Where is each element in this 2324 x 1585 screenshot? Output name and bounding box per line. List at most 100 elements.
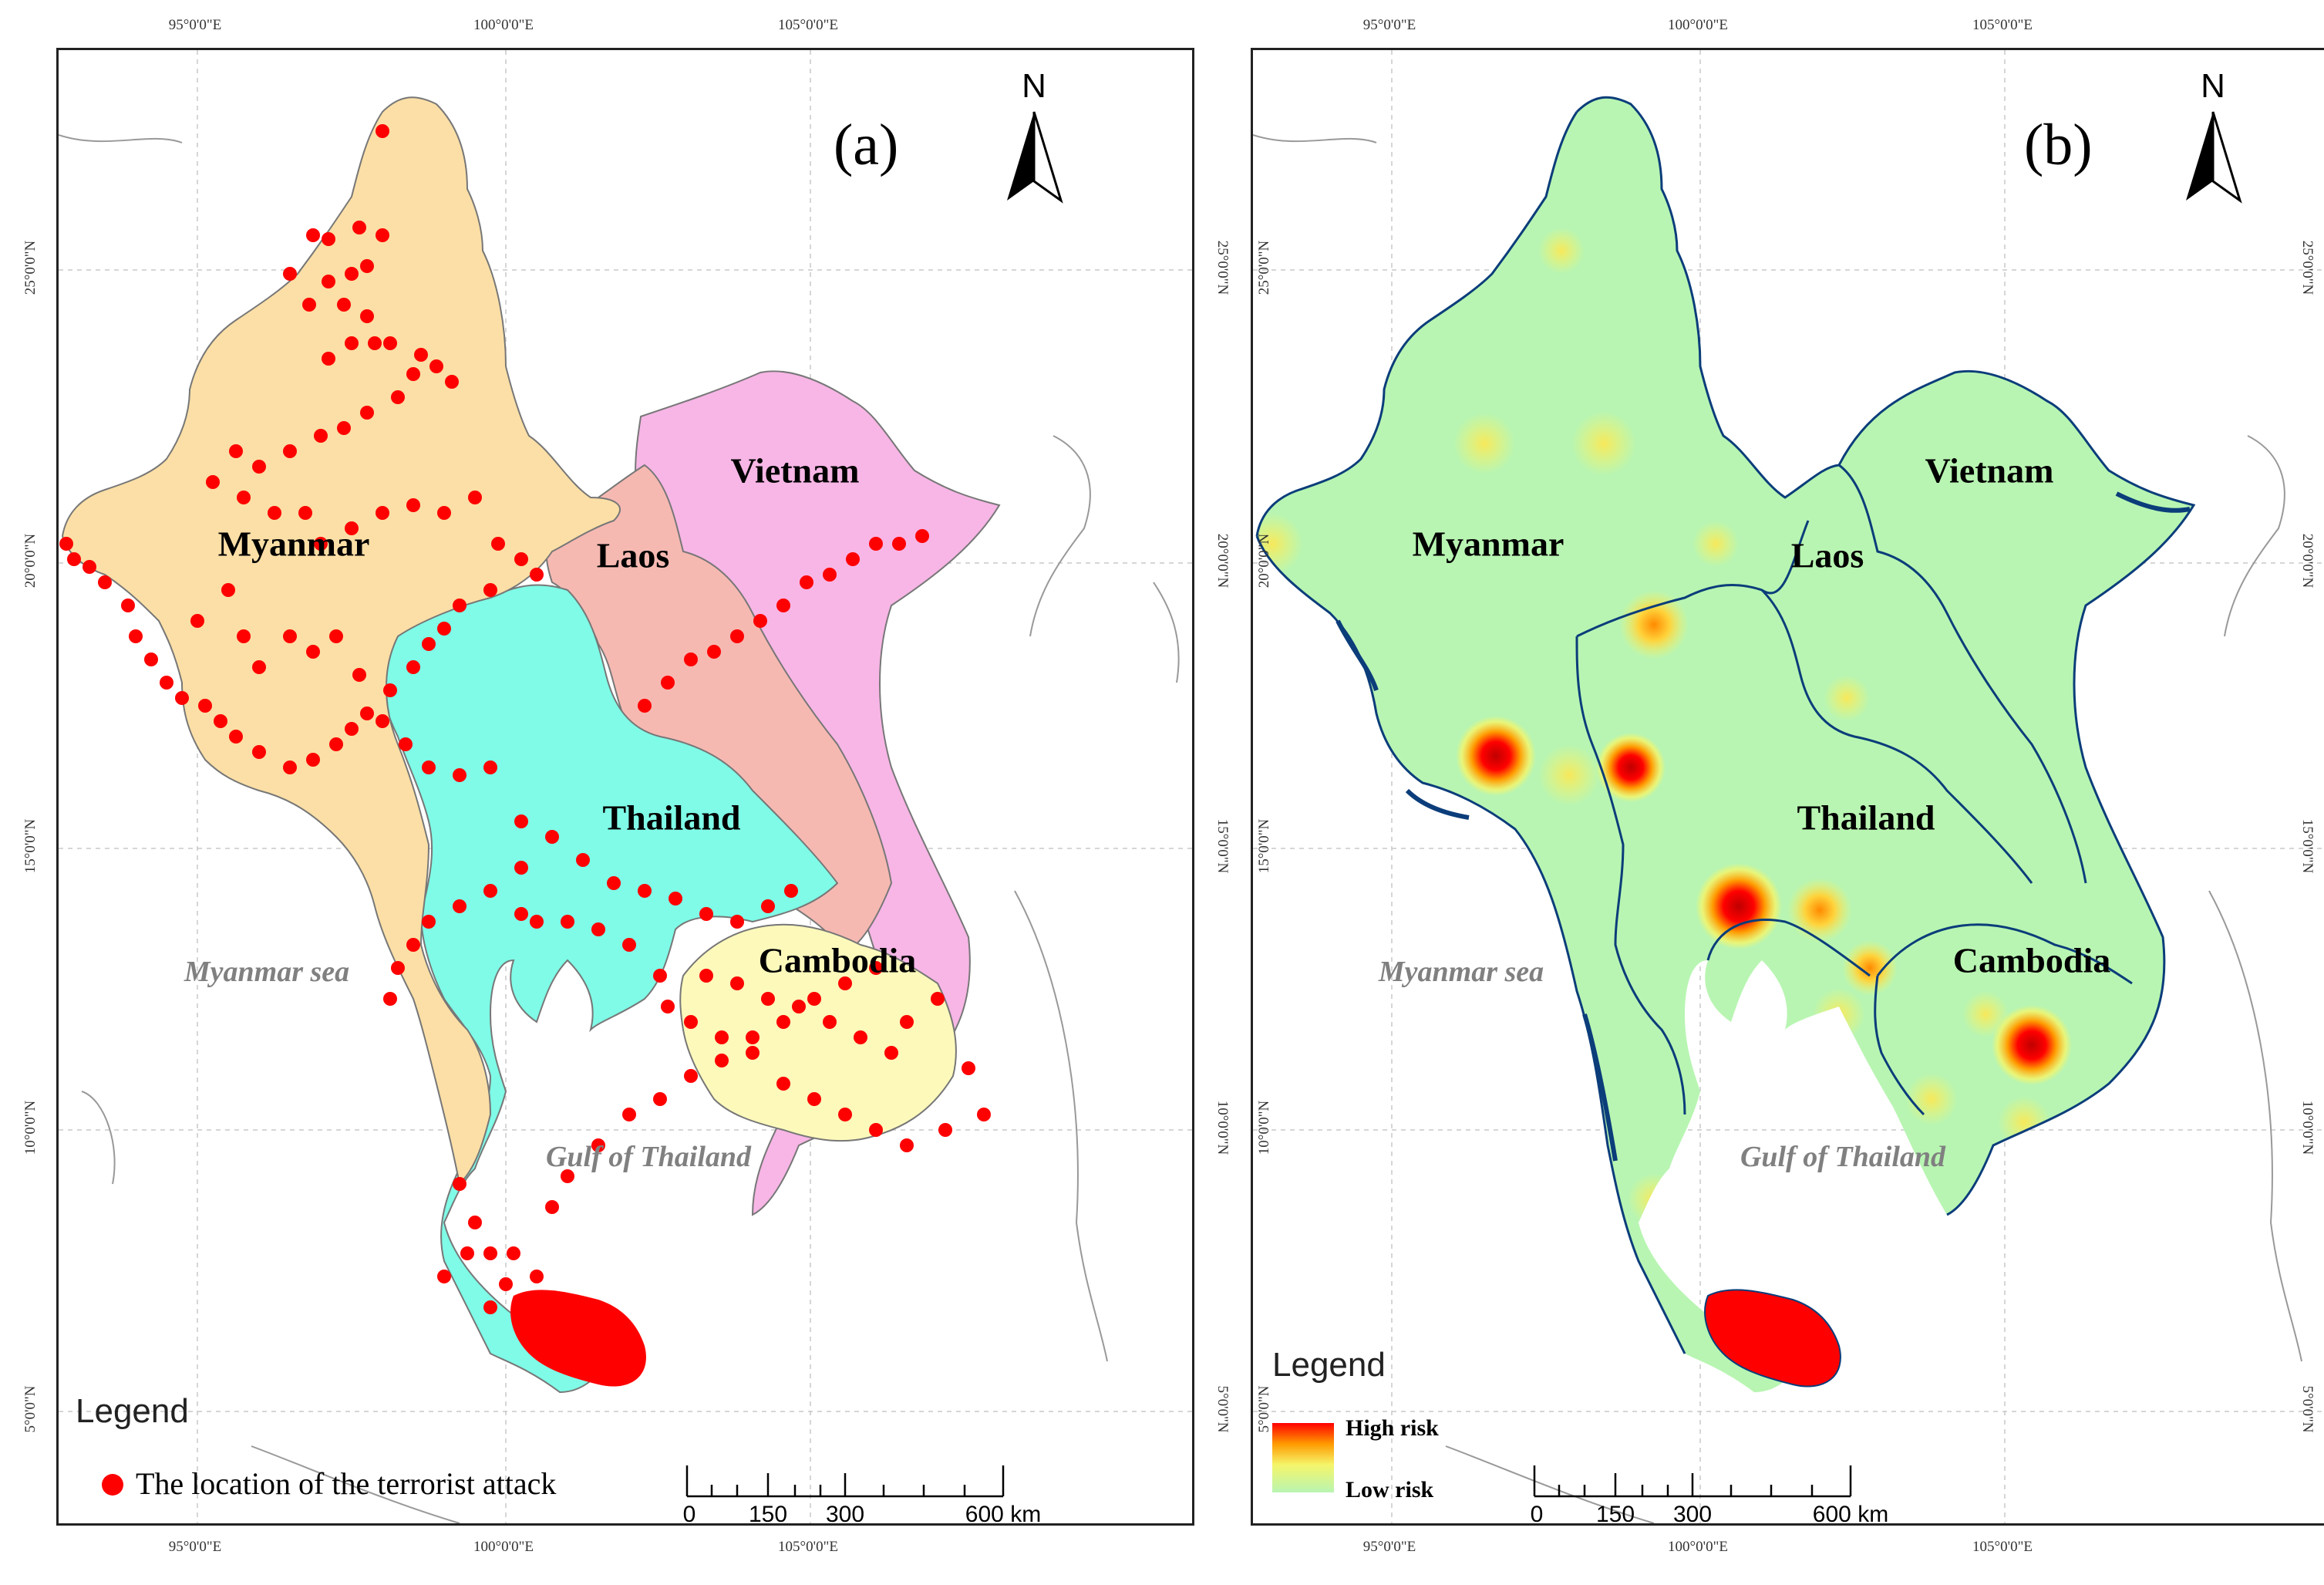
attack-marker: [376, 714, 389, 728]
attack-marker: [337, 421, 351, 435]
attack-marker: [214, 714, 227, 728]
country-label-cambodia: Cambodia: [758, 940, 917, 980]
lat-label-right-a-5: 5°0'0"N: [1214, 1385, 1231, 1433]
attack-marker: [622, 938, 636, 952]
attack-marker: [306, 228, 320, 242]
laos-region: [545, 464, 893, 954]
attack-marker: [198, 699, 212, 713]
scale-tick-300: 300: [825, 1502, 865, 1526]
attack-marker: [483, 583, 497, 597]
attack-marker: [661, 676, 675, 690]
sea-label-gulf-b: Gulf of Thailand: [1740, 1141, 1946, 1173]
attack-marker: [252, 460, 266, 474]
attack-marker: [915, 529, 929, 543]
country-label-cambodia-b: Cambodia: [1952, 940, 2111, 980]
attack-marker: [545, 830, 559, 844]
lat-label-right-b-15: 15°0'0"N: [2299, 818, 2316, 874]
attack-marker: [900, 1015, 914, 1029]
sea-label-myanmar-b: Myanmar sea: [1378, 956, 1544, 988]
attack-marker: [730, 915, 744, 929]
attack-marker: [684, 1015, 698, 1029]
attack-marker: [206, 475, 220, 489]
scale-tick-0: 0: [682, 1502, 696, 1526]
lat-label-right-b-10: 10°0'0"N: [2299, 1100, 2316, 1155]
lat-label-left-a-5: 5°0'0"N: [22, 1385, 39, 1433]
attack-marker: [977, 1108, 991, 1121]
attack-marker: [884, 1046, 898, 1060]
north-label-b: N: [2201, 67, 2225, 105]
attack-marker: [314, 537, 328, 551]
attack-marker: [129, 629, 143, 643]
attack-marker: [360, 309, 374, 323]
scale-bar-b: [1533, 1465, 1852, 1498]
attack-marker: [237, 491, 251, 504]
legend-risk-gradient: [1272, 1423, 1334, 1492]
attack-marker: [437, 506, 451, 520]
lat-label-left-b-5: 5°0'0"N: [1256, 1385, 1272, 1433]
attack-marker: [823, 568, 837, 582]
attack-marker: [98, 575, 112, 589]
attack-marker: [190, 614, 204, 628]
lat-label-right-b-20: 20°0'0"N: [2299, 533, 2316, 588]
attack-marker: [483, 760, 497, 774]
attack-marker: [414, 348, 428, 362]
sea-label-myanmar: Myanmar sea: [184, 956, 350, 988]
attack-marker: [707, 645, 721, 659]
attack-marker: [792, 1000, 806, 1013]
attack-marker: [684, 653, 698, 666]
lon-label-bottom-b-1: 95°0'0"E: [1362, 1539, 1416, 1555]
risk-hotspot-south: [1704, 1289, 1841, 1388]
attack-marker: [360, 259, 374, 273]
attack-marker: [345, 722, 359, 736]
attack-marker: [221, 583, 235, 597]
attack-marker: [453, 1177, 466, 1191]
lat-label-left-b-10: 10°0'0"N: [1256, 1100, 1272, 1155]
lat-label-left-a-15: 15°0'0"N: [22, 818, 39, 874]
panel-label-b: (b): [2024, 113, 2093, 177]
legend-attack-label: The location of the terrorist attack: [136, 1466, 557, 1501]
attack-marker: [298, 506, 312, 520]
attack-marker: [67, 552, 81, 566]
attack-marker: [483, 1246, 497, 1260]
attack-marker: [715, 1030, 729, 1044]
attack-marker: [507, 1246, 520, 1260]
lat-label-right-b-25: 25°0'0"N: [2299, 240, 2316, 295]
attack-marker: [753, 614, 767, 628]
lon-label-top-b-2: 100°0'0"E: [1668, 17, 1728, 33]
attack-marker: [869, 537, 883, 551]
attack-marker: [653, 1092, 667, 1106]
legend-title: Legend: [76, 1392, 189, 1430]
attack-marker: [622, 1108, 636, 1121]
lat-label-left-a-20: 20°0'0"N: [22, 533, 39, 588]
attack-marker: [59, 537, 73, 551]
attack-marker: [391, 961, 405, 975]
attack-marker: [846, 552, 860, 566]
attack-marker: [699, 969, 713, 983]
cambodia-region: [679, 923, 957, 1142]
scale-tick-150-b: 150: [1595, 1502, 1635, 1526]
scale-tick-600: 600 km: [965, 1502, 1042, 1526]
attack-marker: [352, 668, 366, 682]
scale-tick-150: 150: [748, 1502, 788, 1526]
attack-marker: [422, 760, 436, 774]
attack-marker: [491, 537, 505, 551]
map-panel-b: Myanmar Laos Vietnam Thailand Cambodia M…: [1251, 48, 2324, 1526]
attack-marker: [406, 938, 420, 952]
attack-marker: [514, 907, 528, 921]
attack-marker: [422, 915, 436, 929]
country-label-laos-b: Laos: [1790, 535, 1864, 575]
attack-marker: [376, 506, 389, 520]
attack-marker: [807, 1092, 821, 1106]
attack-marker: [175, 691, 189, 705]
attack-marker: [229, 730, 243, 744]
attack-marker: [237, 629, 251, 643]
attack-marker: [460, 1246, 474, 1260]
legend-title-b: Legend: [1272, 1346, 1386, 1384]
legend-attack-icon: [102, 1474, 123, 1496]
attack-marker: [322, 352, 335, 366]
attack-marker: [345, 336, 359, 350]
lon-label-top-a-3: 105°0'0"E: [778, 17, 838, 33]
attack-marker: [669, 892, 682, 905]
attack-marker: [514, 861, 528, 875]
sea-label-gulf: Gulf of Thailand: [545, 1141, 752, 1173]
